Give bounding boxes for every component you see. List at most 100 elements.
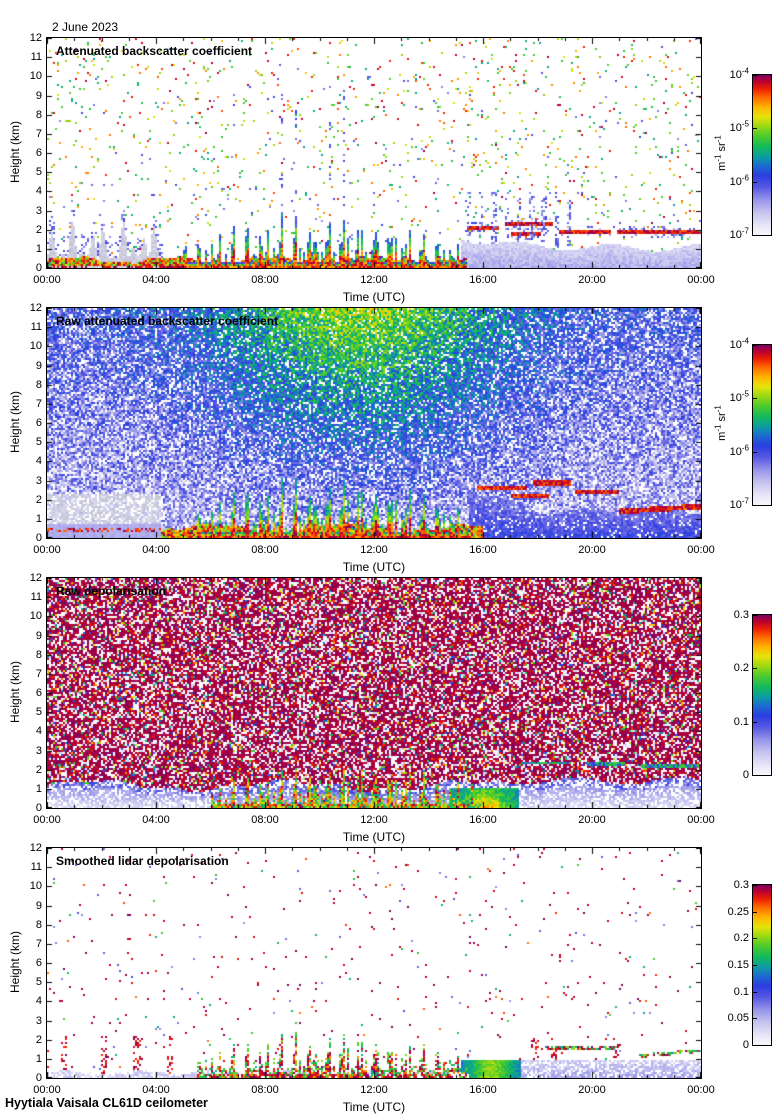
panel-title-4: Smoothed lidar depolarisation xyxy=(56,854,229,868)
plot-area-panel-3 xyxy=(46,577,702,809)
colorbar-tick xyxy=(753,1018,757,1020)
y-tick-label: 10 xyxy=(29,880,42,893)
y-tick-label: 0 xyxy=(35,1072,42,1084)
y-tick-label: 7 xyxy=(35,937,42,950)
y-tick-label: 7 xyxy=(35,397,42,410)
y-tick-label: 2 xyxy=(35,1033,42,1046)
y-tick-label: 5 xyxy=(35,706,42,719)
colorbar-tick xyxy=(753,128,757,130)
colorbar-gradient xyxy=(753,75,771,235)
y-tick-label: 12 xyxy=(29,572,42,584)
y-tick-label: 9 xyxy=(35,89,42,102)
y-tick-label: 4 xyxy=(35,455,42,468)
y-tick-label: 0 xyxy=(35,262,42,274)
colorbar-unit-label: m-1 sr-1 xyxy=(713,135,728,171)
colorbar-tick xyxy=(753,668,757,670)
colorbar-tick xyxy=(753,991,757,993)
colorbar-tick-label: 0.15 xyxy=(727,959,749,971)
panel-title-2: Raw attenuated backscatter coefficient xyxy=(56,314,279,328)
y-tick-label: 8 xyxy=(35,918,42,931)
x-axis-label: Time (UTC) xyxy=(342,290,406,304)
colorbar-tick xyxy=(753,451,757,453)
y-tick-label: 7 xyxy=(35,667,42,680)
y-tick-label: 9 xyxy=(35,359,42,372)
colorbar-tick-label: 0.1 xyxy=(733,715,749,728)
x-tick-label: 20:00 xyxy=(578,544,606,556)
colorbar-tick xyxy=(753,1045,757,1046)
colorbar-tick xyxy=(753,235,757,236)
x-tick-label: 08:00 xyxy=(251,814,279,826)
y-tick-label: 10 xyxy=(29,70,42,83)
y-tick-label: 3 xyxy=(35,744,42,757)
colorbar-tick-label: 0 xyxy=(742,1039,749,1051)
y-tick-label: 10 xyxy=(29,610,42,623)
y-axis-label: Height (km) xyxy=(8,661,22,724)
colorbar-panel-2 xyxy=(752,344,772,506)
y-axis-label: Height (km) xyxy=(8,121,22,184)
x-tick-label: 00:00 xyxy=(687,1084,715,1096)
y-tick-label: 6 xyxy=(35,417,42,429)
x-tick-label: 20:00 xyxy=(578,814,606,826)
y-tick-label: 12 xyxy=(29,302,42,314)
y-tick-label: 2 xyxy=(35,493,42,506)
y-tick-label: 4 xyxy=(35,185,42,198)
x-tick-label: 00:00 xyxy=(687,274,715,286)
colorbar-gradient xyxy=(753,345,771,505)
plot-area-panel-1 xyxy=(46,37,702,269)
colorbar-tick xyxy=(753,75,757,76)
colorbar-tick-label: 10-7 xyxy=(729,496,749,511)
colorbar-tick-label: 10-5 xyxy=(729,389,749,405)
x-tick-label: 00:00 xyxy=(33,1084,61,1096)
y-tick-label: 7 xyxy=(35,127,42,140)
colorbar-tick-label: 10-6 xyxy=(729,443,749,458)
colorbar-tick xyxy=(753,938,757,940)
y-tick-label: 1 xyxy=(35,512,42,525)
x-axis-label: Time (UTC) xyxy=(342,560,406,574)
y-tick-label: 10 xyxy=(29,340,42,353)
y-tick-label: 8 xyxy=(35,108,42,121)
x-axis-label: Time (UTC) xyxy=(342,1100,406,1114)
colorbar-panel-3 xyxy=(752,614,772,776)
y-tick-label: 2 xyxy=(35,223,42,236)
colorbar-tick xyxy=(753,911,757,913)
x-tick-label: 04:00 xyxy=(142,814,170,826)
x-tick-label: 12:00 xyxy=(360,274,388,286)
colorbar-tick-label: 0.2 xyxy=(733,932,749,945)
y-tick-label: 1 xyxy=(35,1052,42,1065)
y-tick-label: 12 xyxy=(29,842,42,854)
y-tick-label: 11 xyxy=(30,51,42,64)
heatmap-canvas-1 xyxy=(47,38,701,268)
colorbar-tick-label: 0 xyxy=(742,769,749,781)
x-tick-label: 08:00 xyxy=(251,544,279,556)
y-tick-label: 5 xyxy=(35,436,42,449)
y-tick-label: 9 xyxy=(35,629,42,642)
colorbar-tick-label: 0.05 xyxy=(727,1012,749,1025)
x-tick-label: 20:00 xyxy=(578,1084,606,1096)
colorbar-tick xyxy=(753,398,757,400)
x-tick-label: 16:00 xyxy=(469,1084,497,1096)
colorbar-gradient xyxy=(753,615,771,775)
y-axis-label: Height (km) xyxy=(8,931,22,994)
date-label: 2 June 2023 xyxy=(52,20,119,34)
heatmap-canvas-3 xyxy=(47,578,701,808)
x-tick-label: 08:00 xyxy=(251,274,279,286)
y-tick-label: 9 xyxy=(35,899,42,912)
colorbar-tick xyxy=(753,775,757,776)
y-tick-label: 2 xyxy=(35,763,42,776)
y-tick-label: 6 xyxy=(35,687,42,699)
x-tick-label: 12:00 xyxy=(360,814,388,826)
colorbar-tick-label: 10-6 xyxy=(729,173,749,188)
y-tick-label: 8 xyxy=(35,378,42,391)
colorbar-tick-label: 0.3 xyxy=(733,879,749,891)
x-tick-label: 12:00 xyxy=(360,544,388,556)
x-tick-label: 00:00 xyxy=(33,814,61,826)
y-tick-label: 3 xyxy=(35,474,42,487)
colorbar-tick xyxy=(753,505,757,506)
heatmap-canvas-4 xyxy=(47,848,701,1078)
colorbar-tick-label: 10-4 xyxy=(729,66,749,81)
y-tick-label: 4 xyxy=(35,725,42,738)
heatmap-canvas-2 xyxy=(47,308,701,538)
x-tick-label: 00:00 xyxy=(33,544,61,556)
x-tick-label: 08:00 xyxy=(251,1084,279,1096)
panel-title-3: Raw depolarisation xyxy=(56,584,167,598)
